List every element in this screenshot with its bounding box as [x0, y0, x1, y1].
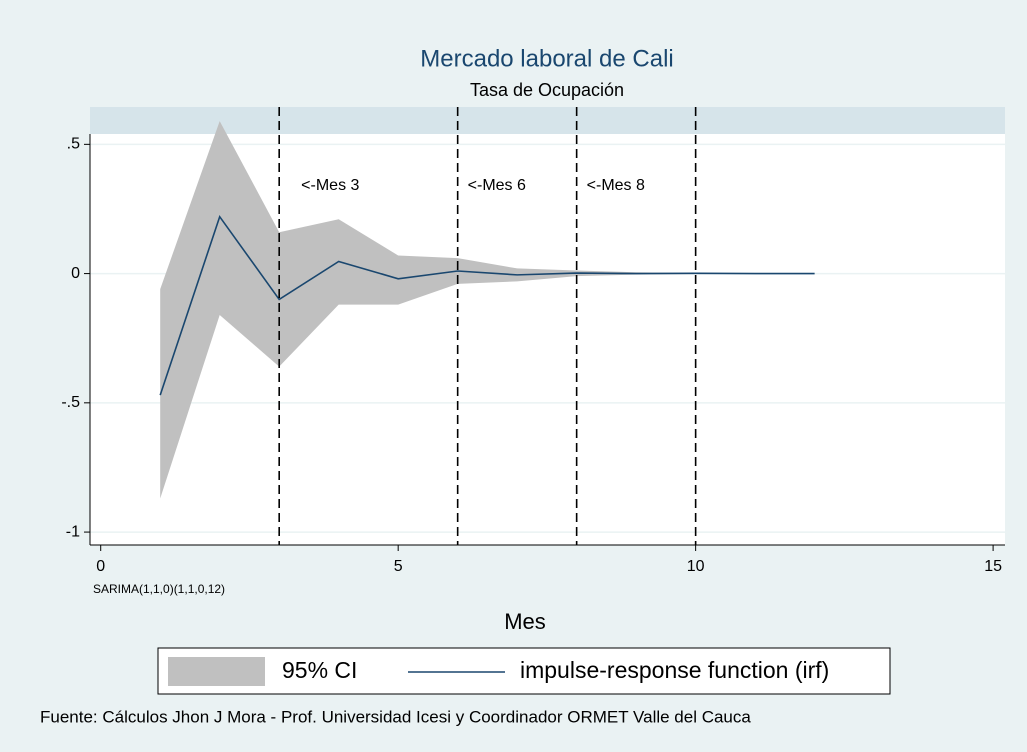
y-tick-label: .5	[67, 136, 80, 153]
x-tick-label: 10	[687, 558, 705, 575]
legend-swatch	[168, 657, 265, 686]
annotation: <-Mes 3	[301, 177, 359, 194]
x-axis-label: Mes	[504, 609, 546, 634]
subtitle-band	[90, 107, 1005, 134]
annotation: <-Mes 8	[587, 177, 645, 194]
legend-label: 95% CI	[282, 657, 357, 683]
note: SARIMA(1,1,0)(1,1,0,12)	[93, 582, 225, 596]
x-tick-label: 0	[96, 558, 105, 575]
chart-subtitle: Tasa de Ocupación	[470, 80, 624, 100]
y-tick-label: 0	[71, 265, 80, 282]
irf-line	[159, 214, 815, 396]
legend	[157, 647, 891, 695]
chart-title: Mercado laboral de Cali	[420, 45, 673, 72]
x-tick-label: 5	[394, 558, 403, 575]
ci-band	[160, 121, 815, 499]
annotation: <-Mes 6	[468, 177, 526, 194]
y-tick-label: -1	[66, 523, 80, 540]
x-tick-label: 15	[984, 558, 1002, 575]
y-tick-label: -.5	[61, 394, 80, 411]
caption: Fuente: Cálculos Jhon J Mora - Prof. Uni…	[40, 707, 751, 726]
legend-label: impulse-response function (irf)	[520, 657, 829, 683]
